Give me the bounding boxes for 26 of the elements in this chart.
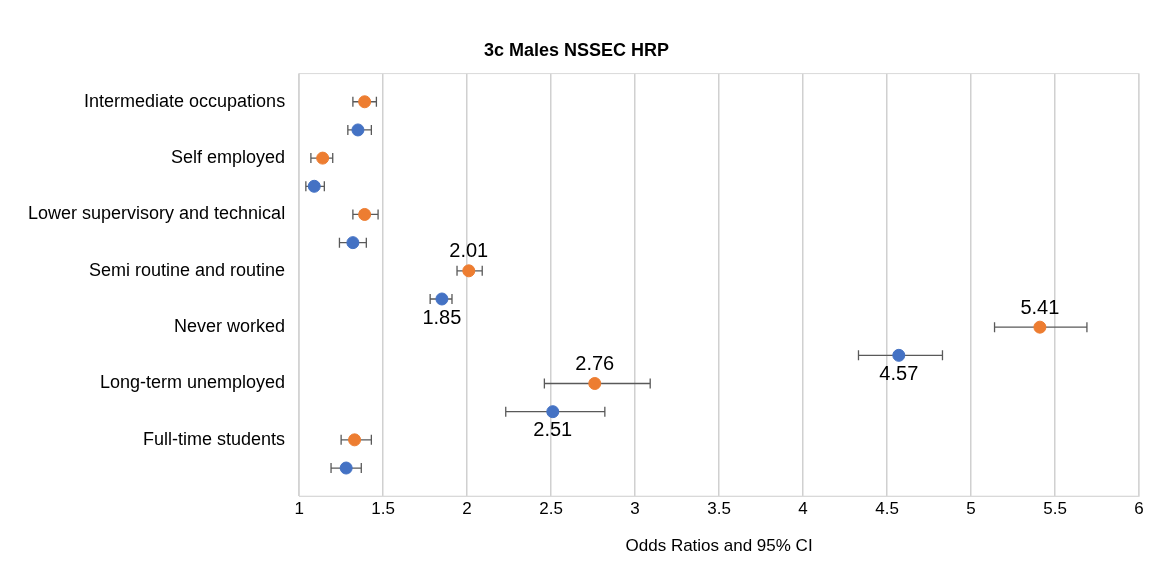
x-tick-label: 3 [630,499,640,519]
y-tick-label: Never worked [174,316,286,337]
data-label: 2.01 [449,239,489,262]
data-label: 5.41 [1020,295,1060,318]
x-tick-label: 2 [462,499,472,519]
y-tick-label: Long-term unemployed [100,372,286,393]
y-tick-label: Self employed [171,147,286,168]
y-tick-label: Semi routine and routine [89,259,286,280]
x-tick-label: 5 [966,499,976,519]
y-tick-label: Intermediate occupations [84,90,286,111]
y-tick-label: Full-time students [143,428,286,449]
x-tick-label: 1 [294,499,304,519]
x-tick-label: 4 [798,499,808,519]
y-tick-label: Lower supervisory and technical [27,203,286,224]
x-axis-title: Odds Ratios and 95% CI [625,536,813,556]
x-tick-label: 2.5 [539,499,563,519]
data-label: 2.76 [575,352,615,375]
data-label: 4.57 [879,361,919,384]
data-label: 1.85 [422,305,462,328]
x-tick-label: 1.5 [371,499,395,519]
x-tick-label: 6 [1134,499,1144,519]
chart-title: 3c Males NSSEC HRP [483,39,670,60]
data-label: 2.51 [533,418,573,441]
x-tick-label: 4.5 [875,499,899,519]
x-tick-label: 5.5 [1043,499,1067,519]
x-tick-label: 3.5 [707,499,731,519]
